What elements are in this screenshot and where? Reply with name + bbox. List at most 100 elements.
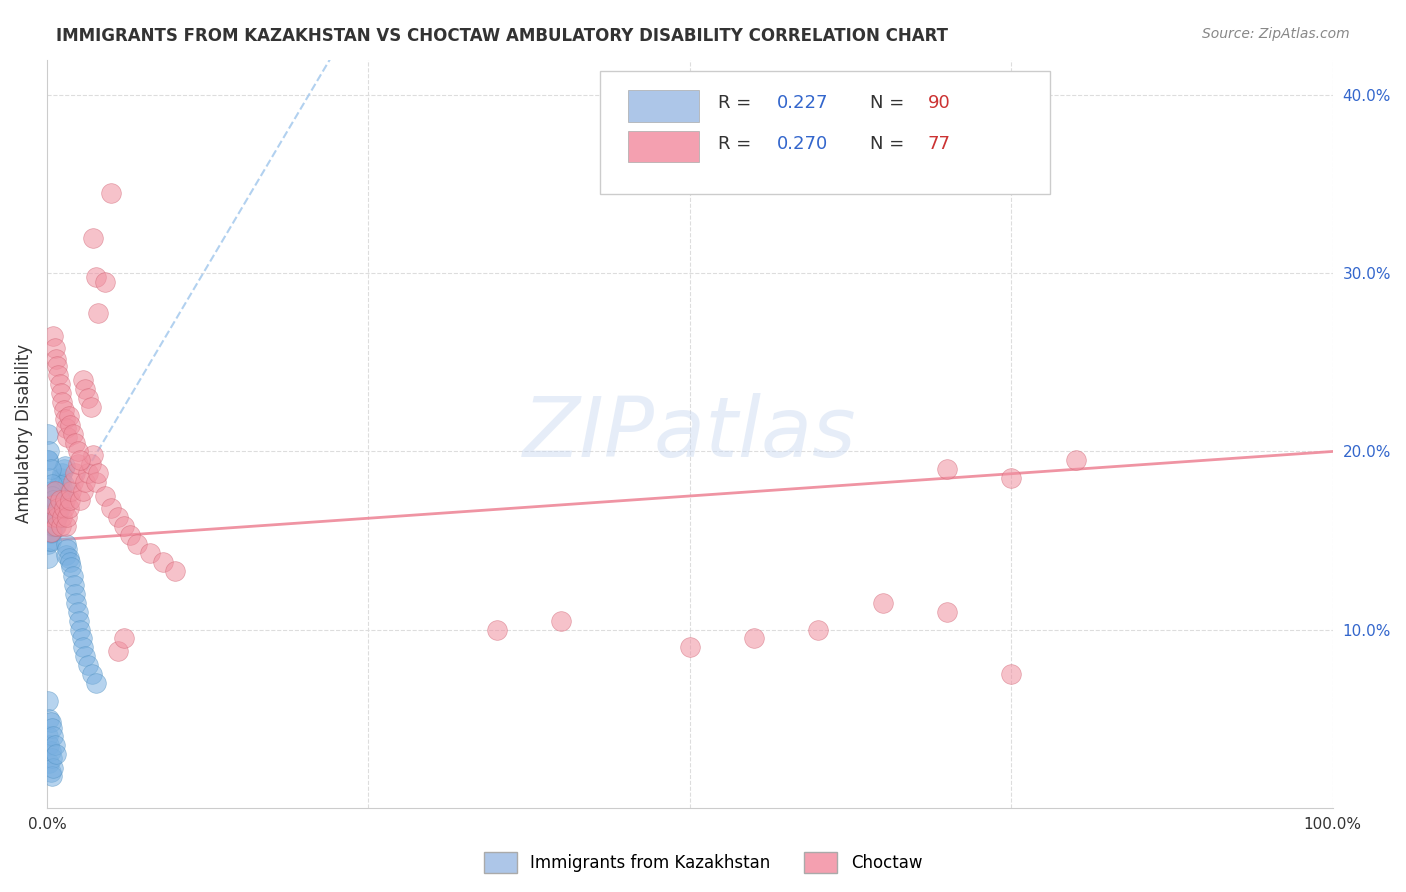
Point — [59, 492, 82, 507]
Point — [42, 489, 65, 503]
Point — [48, 376, 70, 391]
Point — [44, 483, 66, 498]
Point — [48, 492, 70, 507]
Point — [58, 409, 80, 423]
Point — [38, 712, 60, 726]
Point — [42, 492, 65, 507]
Point — [41, 476, 63, 491]
Point — [49, 519, 72, 533]
Point — [58, 501, 80, 516]
Point — [37, 426, 59, 441]
Point — [55, 519, 77, 533]
Point — [39, 524, 62, 539]
Point — [72, 640, 94, 655]
Point — [56, 542, 79, 557]
Point — [75, 382, 97, 396]
Point — [39, 483, 62, 498]
Point — [49, 385, 72, 400]
Point — [58, 551, 80, 566]
Point — [38, 519, 60, 533]
Point — [72, 483, 94, 498]
Point — [41, 516, 63, 530]
Point — [37, 694, 59, 708]
Point — [66, 457, 89, 471]
Point — [53, 412, 76, 426]
Point — [44, 508, 66, 523]
Point — [107, 510, 129, 524]
Point — [84, 475, 107, 489]
Point — [48, 489, 70, 503]
Point — [51, 480, 73, 494]
Text: Source: ZipAtlas.com: Source: ZipAtlas.com — [1202, 27, 1350, 41]
Text: 0.227: 0.227 — [778, 94, 828, 112]
Point — [75, 649, 97, 664]
Point — [46, 510, 69, 524]
Point — [94, 275, 117, 289]
Point — [94, 489, 117, 503]
Point — [60, 483, 83, 498]
Point — [44, 483, 66, 498]
Y-axis label: Ambulatory Disability: Ambulatory Disability — [15, 344, 32, 524]
Point — [807, 623, 830, 637]
Text: 90: 90 — [928, 94, 950, 112]
Point — [41, 494, 63, 508]
Point — [38, 524, 60, 539]
Point — [49, 483, 72, 498]
Point — [80, 667, 103, 681]
Point — [41, 510, 63, 524]
Point — [1064, 453, 1087, 467]
Point — [100, 186, 122, 201]
Point — [44, 341, 66, 355]
Point — [37, 537, 59, 551]
Point — [42, 519, 65, 533]
Point — [84, 269, 107, 284]
Point — [38, 739, 60, 753]
Point — [41, 505, 63, 519]
Point — [53, 492, 76, 507]
Point — [41, 721, 63, 735]
Point — [59, 555, 82, 569]
Point — [63, 587, 86, 601]
Point — [39, 533, 62, 548]
Point — [48, 368, 70, 382]
Point — [77, 466, 100, 480]
Point — [48, 501, 70, 516]
Point — [39, 501, 62, 516]
Point — [45, 512, 67, 526]
Point — [38, 471, 60, 485]
FancyBboxPatch shape — [600, 70, 1050, 194]
Point — [42, 512, 65, 526]
Point — [52, 476, 75, 491]
Point — [485, 623, 508, 637]
Point — [1000, 471, 1022, 485]
Point — [69, 453, 91, 467]
Point — [62, 475, 84, 489]
Point — [87, 466, 110, 480]
Text: R =: R = — [718, 135, 756, 153]
Point — [679, 640, 702, 655]
Point — [112, 632, 135, 646]
Point — [46, 483, 69, 498]
Point — [70, 632, 93, 646]
Point — [59, 417, 82, 432]
Point — [56, 510, 79, 524]
Point — [55, 421, 77, 435]
Point — [42, 501, 65, 516]
Point — [46, 510, 69, 524]
Point — [42, 762, 65, 776]
Point — [42, 507, 65, 521]
Point — [37, 524, 59, 539]
Point — [55, 548, 77, 562]
Text: 0.270: 0.270 — [778, 135, 828, 153]
Legend: Immigrants from Kazakhstan, Choctaw: Immigrants from Kazakhstan, Choctaw — [477, 846, 929, 880]
Point — [120, 528, 142, 542]
Point — [63, 578, 86, 592]
Point — [72, 373, 94, 387]
Point — [79, 457, 101, 471]
Point — [39, 526, 62, 541]
Point — [55, 537, 77, 551]
Text: N =: N = — [870, 135, 910, 153]
Point — [41, 524, 63, 539]
Point — [112, 519, 135, 533]
Point — [48, 501, 70, 516]
